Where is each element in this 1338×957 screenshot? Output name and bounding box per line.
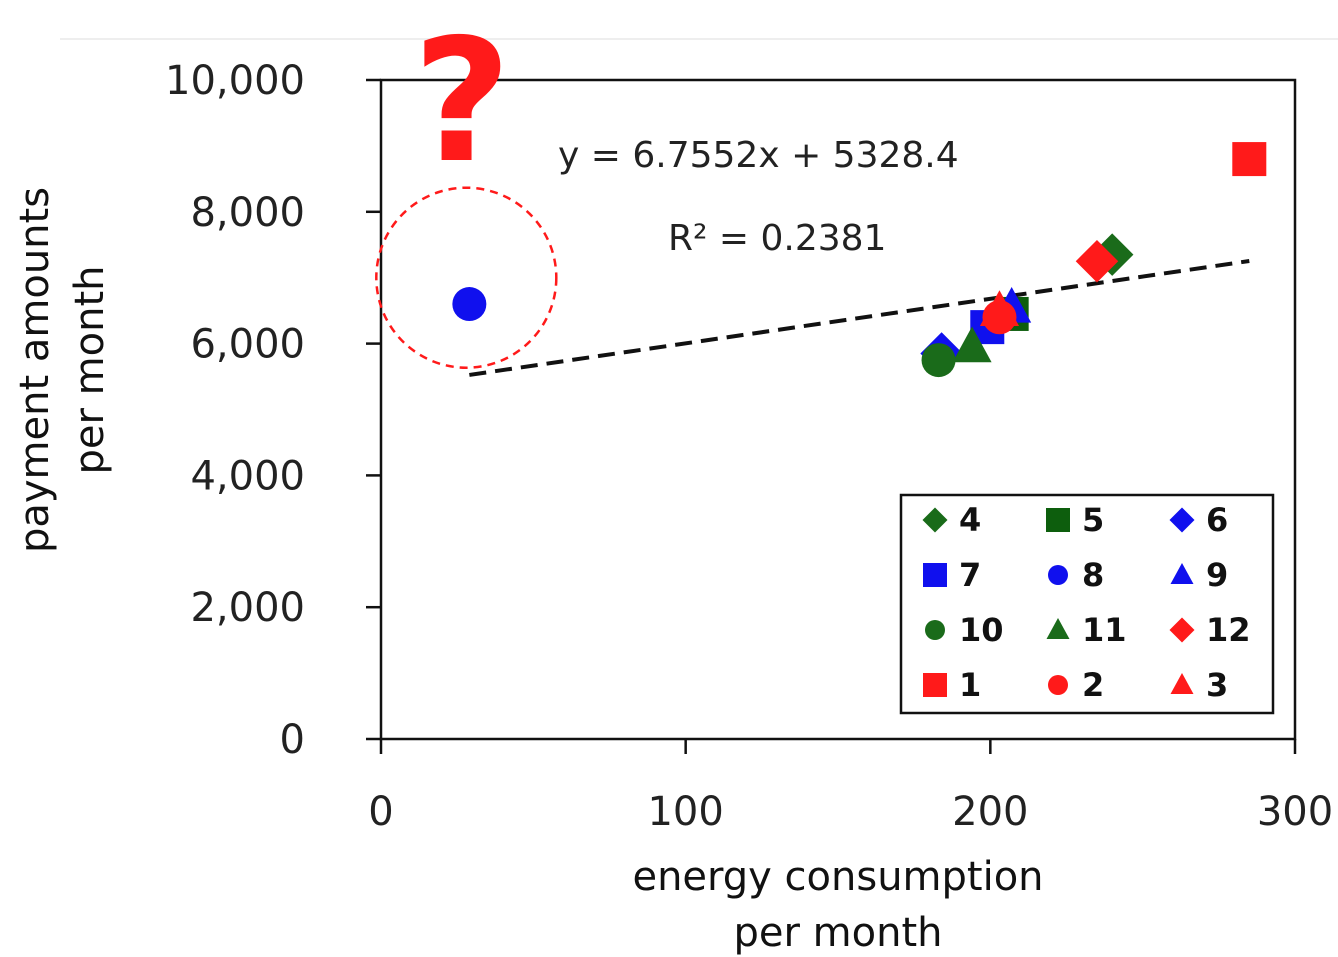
x-tick-label: 100: [647, 789, 723, 835]
trendline-r-squared: R² = 0.2381: [668, 218, 886, 259]
legend-marker-2: [1048, 675, 1068, 695]
data-points: [452, 142, 1267, 378]
legend-marker-6: [1169, 507, 1195, 533]
legend-label-6: 6: [1206, 501, 1228, 539]
y-axis-title-line1: payment amounts: [12, 187, 58, 553]
legend-marker-3: [1170, 673, 1194, 694]
outlier-highlight-circle: [375, 186, 558, 369]
x-axis-ticks: 0 100 200 300: [368, 739, 1333, 835]
legend-marker-7: [923, 563, 947, 587]
x-axis-title-line2: per month: [734, 910, 943, 956]
legend-label-10: 10: [959, 611, 1004, 649]
legend-marker-11: [1046, 618, 1070, 639]
legend-marker-12: [1169, 617, 1195, 643]
y-axis-title-line2: per month: [67, 266, 113, 475]
data-point-4: [1090, 233, 1134, 276]
y-axis-ticks: 0 2,000 4,000 6,000 8,000 10,000: [165, 58, 381, 763]
legend-marker-10: [925, 620, 945, 640]
legend-label-2: 2: [1082, 666, 1104, 704]
y-tick-label: 4,000: [190, 453, 305, 499]
legend-label-8: 8: [1082, 556, 1104, 594]
legend-marker-9: [1170, 563, 1194, 584]
y-tick-label: 8,000: [190, 190, 305, 236]
legend-box: [899, 493, 1275, 715]
legend-marker-4: [922, 507, 948, 533]
data-point-3: [979, 290, 1020, 326]
data-point-10: [921, 343, 956, 378]
legend: 4 5 67 8 910 11 121 2 3: [922, 501, 1251, 704]
y-tick-label: 2,000: [190, 585, 305, 631]
trendline: [469, 259, 1250, 377]
y-tick-label: 10,000: [165, 58, 305, 104]
x-tick-label: 300: [1257, 789, 1333, 835]
y-tick-label: 6,000: [190, 322, 305, 368]
data-point-1: [1232, 142, 1267, 177]
trendline-equation: y = 6.7552x + 5328.4: [558, 135, 959, 176]
x-tick-label: 0: [368, 789, 393, 835]
legend-label-7: 7: [959, 556, 981, 594]
legend-label-1: 1: [959, 666, 981, 704]
legend-label-4: 4: [959, 501, 981, 539]
x-tick-label: 200: [952, 789, 1028, 835]
legend-marker-5: [1046, 508, 1070, 532]
legend-label-5: 5: [1082, 501, 1104, 539]
legend-label-9: 9: [1206, 556, 1228, 594]
legend-marker-1: [923, 673, 947, 697]
legend-label-3: 3: [1206, 666, 1228, 704]
data-point-8: [452, 287, 487, 322]
legend-label-11: 11: [1082, 611, 1127, 649]
y-tick-label: 0: [280, 717, 305, 763]
question-mark-annotation: ?: [413, 3, 512, 201]
legend-marker-8: [1048, 565, 1068, 585]
data-point-12: [1075, 239, 1119, 283]
x-axis-title-line1: energy consumption: [632, 854, 1043, 900]
legend-label-12: 12: [1206, 611, 1251, 649]
data-point-11: [952, 326, 992, 363]
